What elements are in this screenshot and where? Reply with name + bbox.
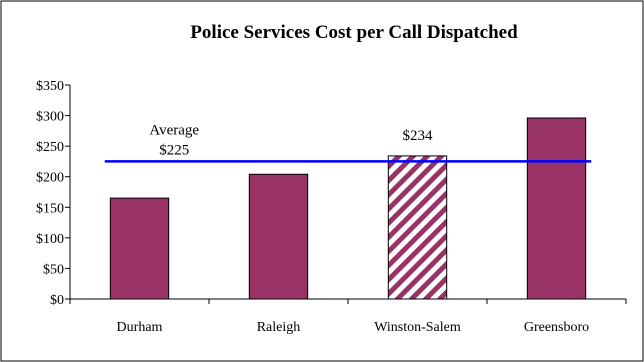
y-tick-label: $250 [36,140,64,155]
bar-highlighted [387,155,448,300]
average-label: Average [149,122,199,138]
x-category-label: Durham [117,320,163,335]
bar [248,173,309,300]
y-tick-label: $350 [36,79,64,94]
bars [109,117,587,300]
bar [109,197,170,300]
x-category-label: Raleigh [257,320,301,335]
x-category-label: Winston-Salem [374,320,461,335]
y-tick-label: $100 [36,232,64,247]
chart-title: Police Services Cost per Call Dispatched [190,22,518,43]
y-axis: $0 $50 $100 $150 $200 $250 $300 $350 [36,79,71,308]
highlight-data-label: $234 [403,128,434,144]
y-tick-label: $200 [36,171,64,186]
y-tick-label: $0 [50,293,64,308]
bar [526,117,587,300]
average-marker: Average $225 [104,122,592,163]
y-tick-label: $150 [36,201,64,216]
y-tick-label: $50 [43,262,64,277]
y-tick-label: $300 [36,110,64,125]
x-category-label: Greensboro [524,320,589,335]
average-value-label: $225 [159,142,189,158]
